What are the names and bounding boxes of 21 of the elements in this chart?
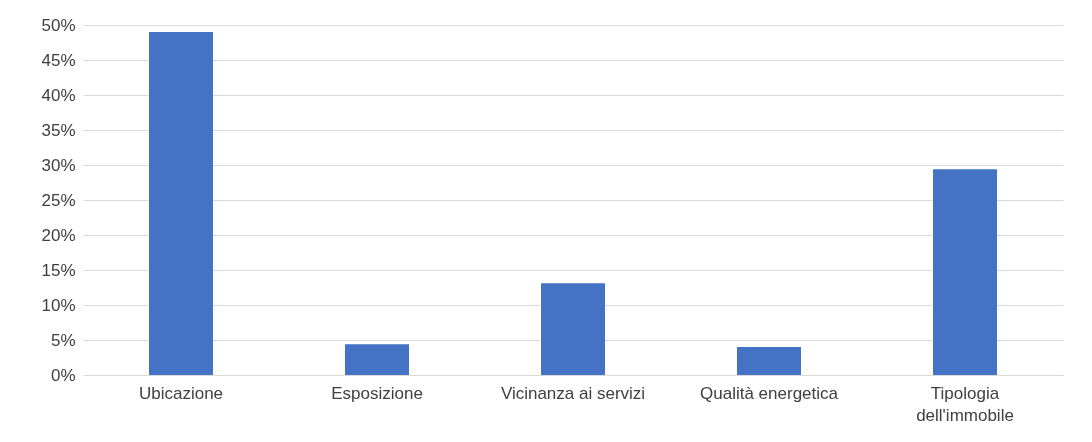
bar [541,283,605,375]
y-tick-label: 40% [41,85,76,105]
y-tick-label: 20% [41,225,76,245]
y-tick-label: 25% [41,190,76,210]
x-tick-label: Vicinanza ai servizi [500,383,646,403]
y-tick-label: 50% [41,15,76,35]
y-tick-label: 15% [41,260,76,280]
y-tick-label: 10% [41,295,76,315]
bar [149,32,213,375]
y-tick-label: 0% [50,365,76,385]
bar [933,169,997,375]
y-tick-label: 5% [50,330,76,350]
y-tick-label: 35% [41,120,76,140]
y-tick-label: 45% [41,50,76,70]
x-tick-label: Qualità energetica [700,383,839,403]
y-tick-label: 30% [41,155,76,175]
bar [345,344,409,375]
bar [737,347,801,375]
x-tick-label: Esposizione [331,383,423,403]
x-tick-label: Ubicazione [138,383,224,403]
x-tick-label: Tipologia dell'immobile [916,383,1014,425]
